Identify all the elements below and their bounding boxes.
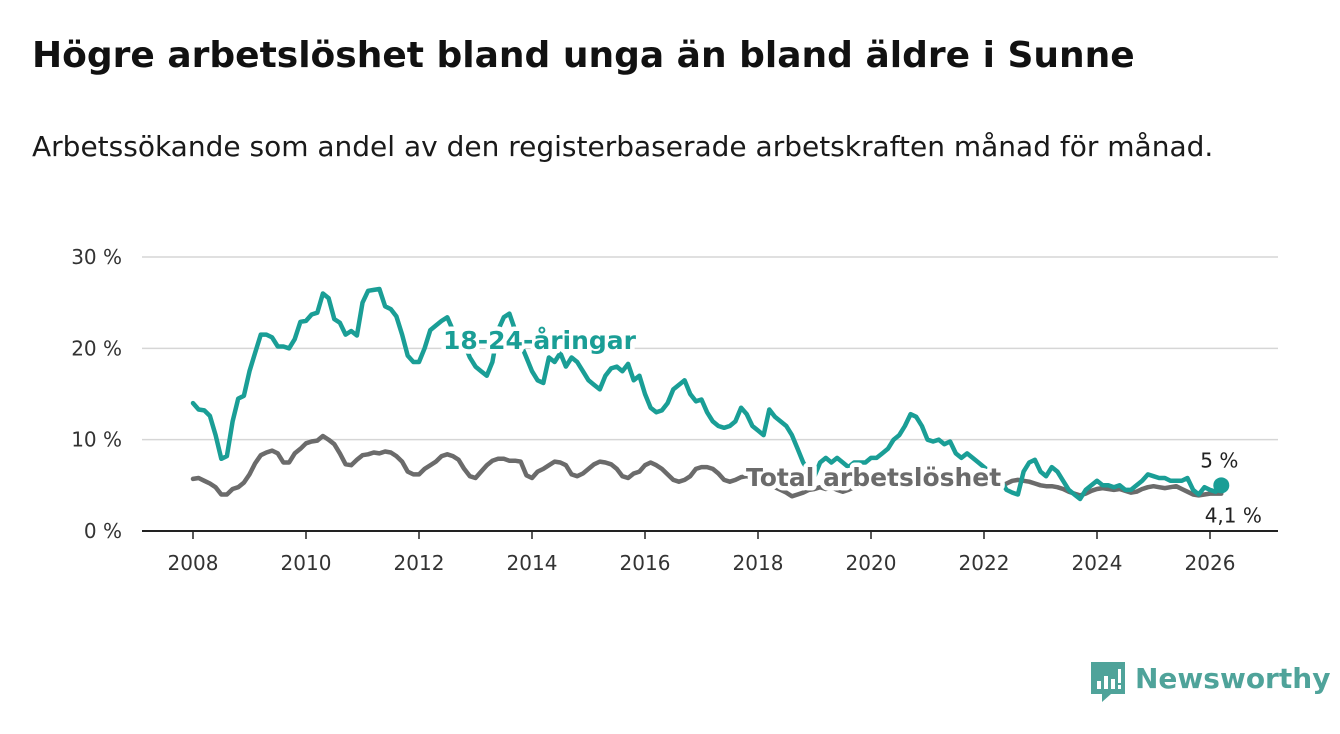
x-tick-label: 2016	[620, 551, 671, 575]
x-tick-label: 2024	[1072, 551, 1123, 575]
x-tick-label: 2008	[168, 551, 219, 575]
x-tick-label: 2014	[507, 551, 558, 575]
youth-end-label: 5 %	[1200, 448, 1238, 472]
newsworthy-logo-icon	[1091, 662, 1125, 702]
series-labels: 5 % 4,1 % 18-24-åringar Total arbetslöshet	[439, 322, 1262, 528]
series-line-18-24-åringar	[190, 286, 1224, 502]
total-series-label: Total arbetslöshet	[746, 463, 1001, 492]
youth-series-label: 18-24-åringar	[443, 326, 637, 355]
series-line-total-arbetslöshet	[190, 433, 1224, 499]
y-tick-label: 20 %	[71, 336, 122, 360]
y-tick-label: 30 %	[71, 245, 122, 269]
youth-end-marker	[1213, 477, 1230, 494]
chart-title: Högre arbetslöshet bland unga än bland ä…	[32, 35, 1135, 76]
x-axis: 2008 2010 2012 2014 2016 2018 2020 2022 2024 2026	[142, 530, 1278, 575]
newsworthy-logo: Newsworthy	[1089, 660, 1330, 706]
x-tick-label: 2012	[394, 551, 445, 575]
x-tick-label: 2022	[959, 551, 1010, 575]
newsworthy-logo-text: Newsworthy	[1135, 662, 1331, 695]
y-axis-tick-labels: 0 % 10 % 20 % 30 %	[71, 245, 122, 543]
x-tick-label: 2026	[1185, 551, 1236, 575]
series-lines	[190, 286, 1230, 502]
x-tick-label: 2020	[846, 551, 897, 575]
chart-subtitle: Arbetssökande som andel av den registerb…	[32, 130, 1214, 163]
x-tick-label: 2018	[733, 551, 784, 575]
total-end-label: 4,1 %	[1205, 504, 1262, 528]
y-tick-label: 10 %	[71, 428, 122, 452]
gridlines	[142, 256, 1278, 441]
y-tick-label: 0 %	[84, 519, 122, 543]
x-tick-label: 2010	[281, 551, 332, 575]
